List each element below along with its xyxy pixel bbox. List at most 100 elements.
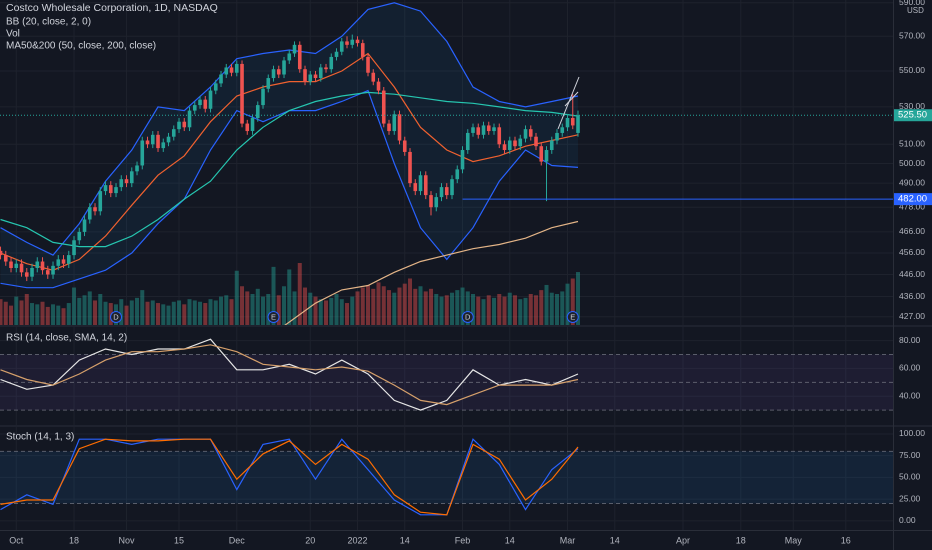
candle-body [24, 272, 29, 277]
volume-bar [528, 294, 533, 325]
indicator-line [284, 220, 579, 325]
y-tick-label: 446.00 [899, 269, 925, 279]
volume-bar [166, 305, 171, 325]
candle-body [9, 261, 13, 268]
volume-bar [455, 290, 460, 325]
volume-bar [19, 300, 24, 325]
x-tick-label: 16 [841, 535, 851, 545]
volume-bar [570, 278, 575, 325]
candle-body [51, 265, 55, 275]
y-tick-label: 25.00 [899, 493, 921, 503]
candle-body [119, 179, 124, 188]
indicator-line [0, 91, 579, 248]
candle-body [255, 105, 260, 118]
volume-bar [565, 283, 570, 325]
y-tick-label: 456.00 [899, 247, 925, 257]
candle-body [145, 140, 150, 145]
candle-body [0, 250, 3, 256]
candle-body [439, 187, 444, 198]
candle-body [140, 140, 145, 166]
candle-body [266, 78, 271, 89]
candle-body [392, 114, 397, 132]
candle-body [555, 132, 559, 141]
candle-body [471, 127, 475, 133]
candle-body [450, 179, 454, 196]
volume-bar [381, 286, 386, 325]
volume-bar [434, 294, 439, 325]
y-tick-label: 590.00 [899, 0, 925, 7]
x-tick-label: Dec [229, 535, 246, 545]
volume-bar [423, 291, 428, 325]
volume-bar [219, 296, 224, 325]
volume-bar [397, 287, 402, 325]
volume-bar [129, 300, 134, 325]
price-label: 482.00 [898, 194, 927, 205]
candle-body [203, 99, 208, 109]
volume-bar [182, 304, 187, 325]
candle-body [455, 169, 460, 180]
candle-body [87, 207, 92, 220]
volume-bar [329, 297, 334, 325]
volume-bar [339, 299, 344, 325]
candle-body [103, 185, 108, 192]
candle-body [234, 63, 239, 73]
candle-body [444, 187, 449, 196]
volume-bar [387, 290, 392, 325]
candle-body [565, 117, 570, 128]
volume-bar [266, 294, 271, 325]
volume-bar [292, 291, 297, 325]
candle-body [523, 129, 528, 139]
volume-bar [476, 296, 481, 325]
y-tick-label: 80.00 [899, 335, 921, 345]
x-tick-label: 18 [69, 535, 79, 545]
candle-body [114, 187, 118, 194]
candle-body [324, 67, 328, 70]
x-tick-label: Feb [455, 535, 471, 545]
volume-bar [413, 288, 418, 325]
candle-body [387, 123, 391, 132]
volume-bar [245, 291, 250, 325]
volume-bar [224, 295, 229, 325]
y-tick-label: 100.00 [899, 428, 925, 438]
volume-bar [56, 305, 61, 325]
candle-body [534, 136, 538, 147]
candle-body [108, 185, 113, 194]
event-label: E [271, 312, 276, 321]
trend-line-drawing [557, 76, 580, 130]
x-tick-label: 14 [400, 535, 410, 545]
volume-bar [198, 301, 203, 325]
x-tick-label: 14 [610, 535, 620, 545]
candle-body [418, 175, 423, 192]
candle-body [45, 270, 50, 275]
candle-body [560, 127, 565, 133]
volume-bar [66, 303, 71, 325]
volume-bar [261, 296, 266, 325]
candle-body [213, 83, 218, 91]
x-tick-label: 15 [174, 535, 184, 545]
candle-body [513, 140, 517, 147]
candle-body [124, 179, 129, 184]
candle-body [271, 69, 276, 79]
event-marker [566, 311, 579, 323]
volume-bar [576, 272, 581, 325]
volume-bar [240, 286, 245, 325]
y-tick-label: 436.00 [899, 291, 925, 301]
volume-bar [429, 288, 434, 325]
candle-body [171, 129, 176, 137]
x-tick-label: Nov [119, 535, 136, 545]
volume-bar [177, 300, 182, 325]
candle-body [72, 240, 76, 256]
candle-body [366, 56, 370, 73]
candle-body [502, 144, 507, 151]
volume-bar [77, 297, 82, 325]
candle-body [345, 41, 349, 45]
volume-bar [418, 286, 423, 325]
candle-body [240, 63, 244, 124]
candle-body [334, 51, 339, 57]
candle-body [166, 136, 171, 143]
event-marker [110, 311, 123, 323]
x-tick-label: Oct [9, 535, 24, 545]
candle-body [35, 261, 40, 268]
